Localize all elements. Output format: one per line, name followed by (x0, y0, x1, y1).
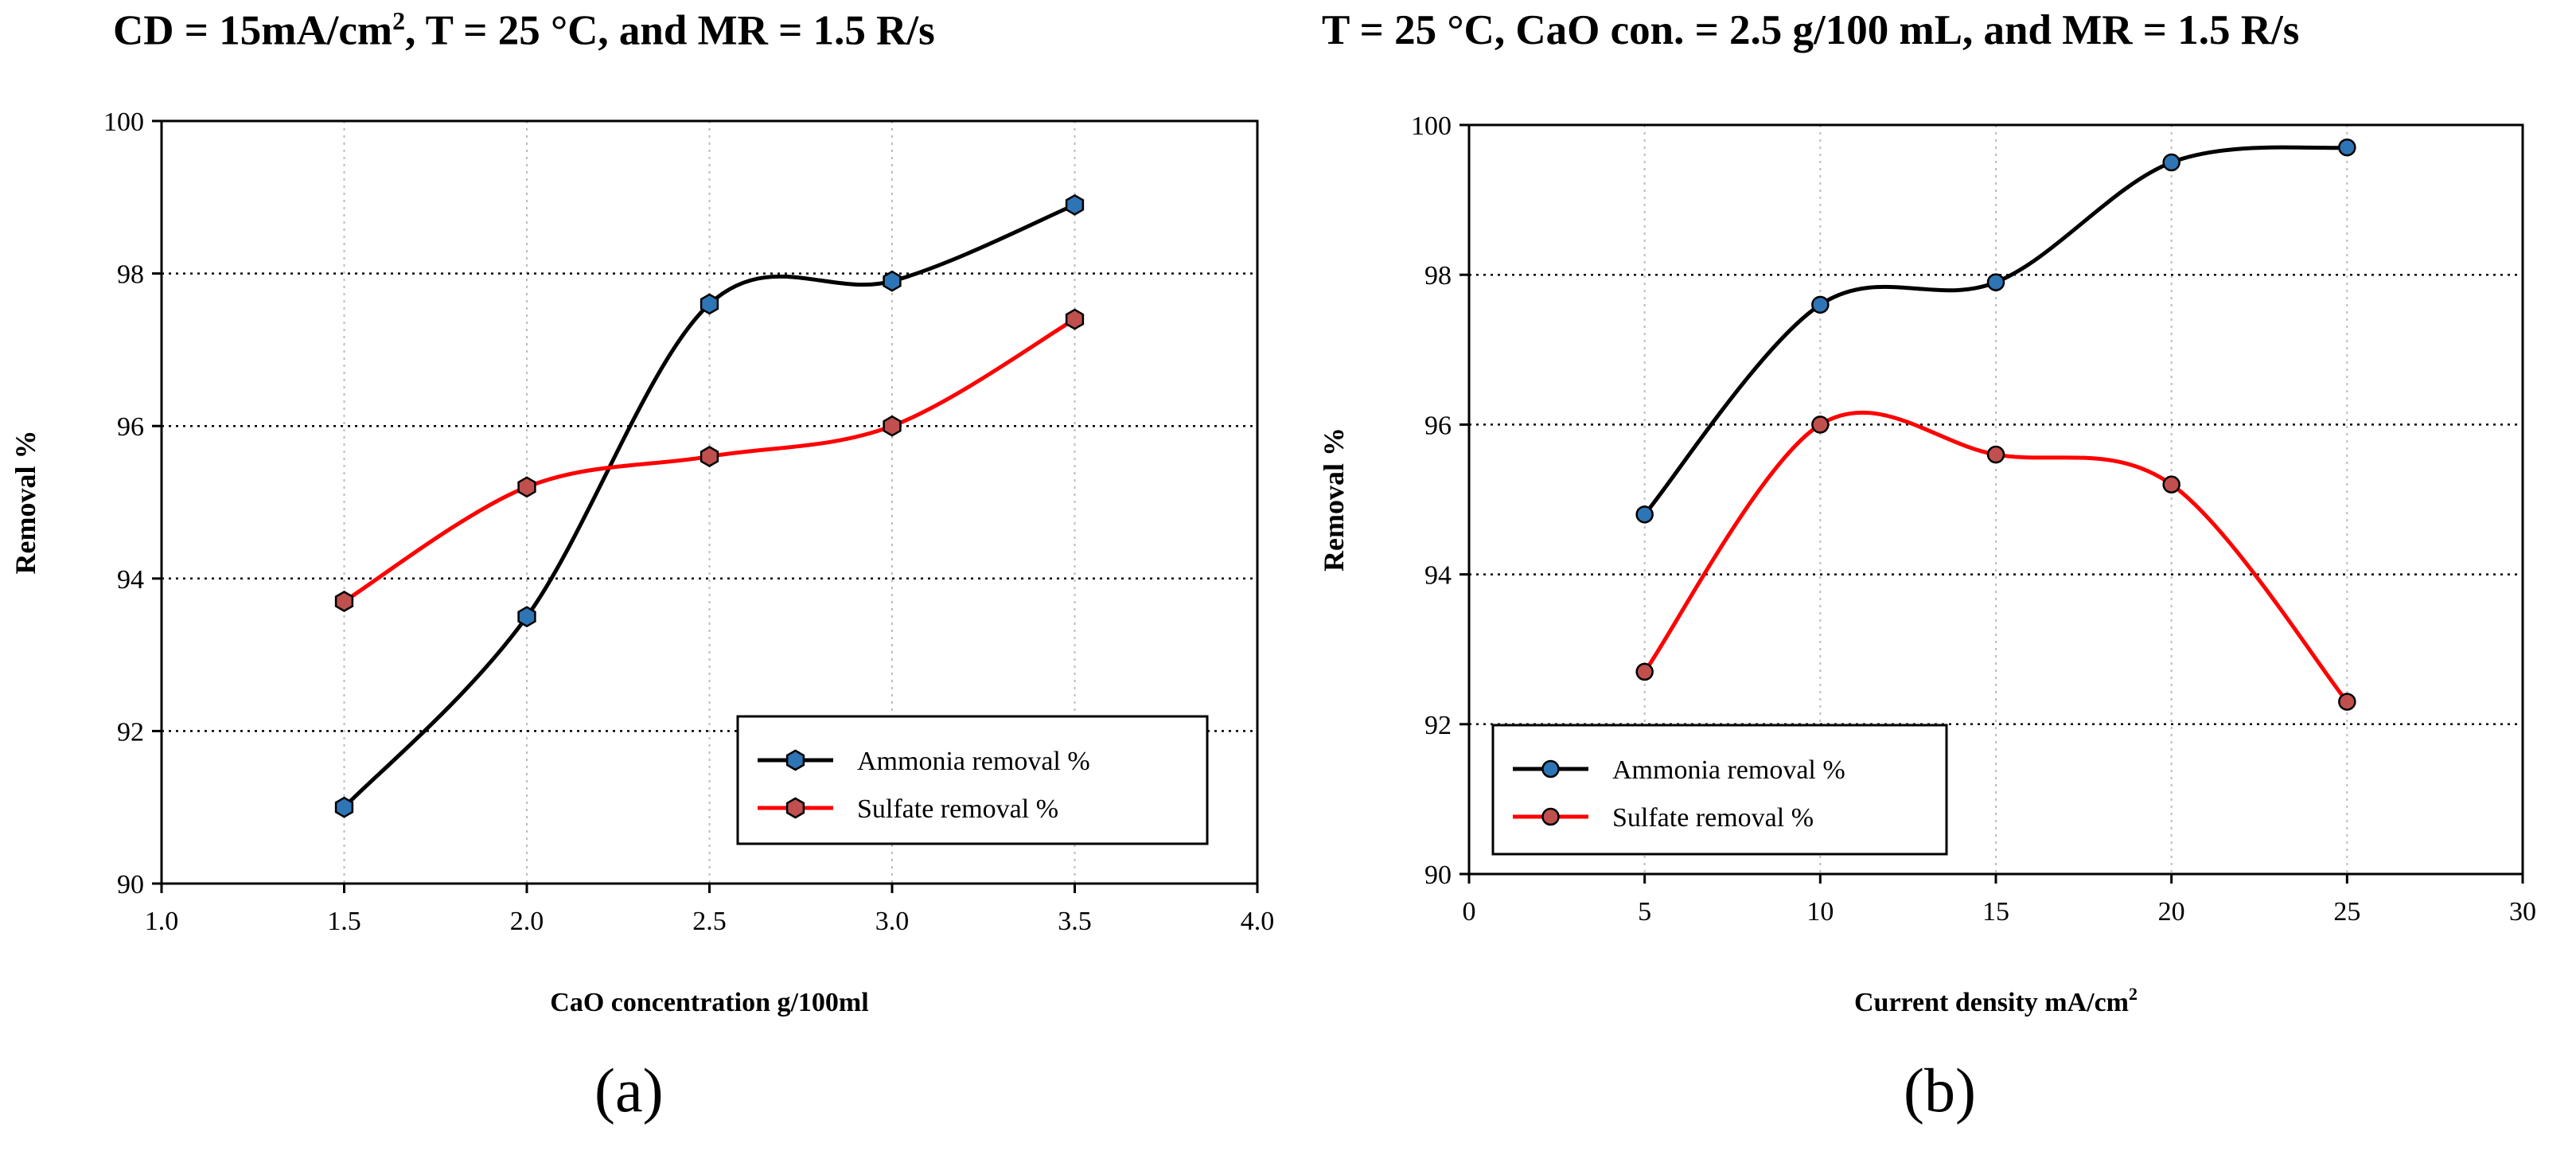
y-tick-label: 96 (117, 412, 144, 442)
x-tick-label: 3.5 (1058, 907, 1092, 936)
x-axis-label: CaO concentration g/100ml (550, 988, 868, 1017)
data-point (1986, 273, 2005, 291)
x-tick-label: 0 (1463, 897, 1476, 927)
y-tick-label: 98 (1424, 261, 1452, 291)
legend-a: Ammonia removal % Sulfate removal % (736, 715, 1209, 845)
data-point (1811, 295, 1830, 314)
legend-marker (785, 749, 805, 771)
y-tick-label: 96 (1424, 411, 1452, 440)
y-tick-label: 90 (1424, 860, 1452, 890)
chart-title-a: CD = 15mA/cm2, T = 25 °C, and MR = 1.5 R… (113, 6, 935, 54)
x-tick-label: 4.0 (1241, 907, 1275, 936)
panel-label-a: (a) (594, 1055, 664, 1125)
legend-box (1491, 724, 1948, 856)
legend-marker (1541, 807, 1560, 826)
y-tick-label: 92 (117, 717, 144, 747)
legend-box (736, 715, 1209, 845)
series-a-sulfate (334, 308, 1085, 612)
x-tick-label: 5 (1638, 897, 1651, 927)
chart-panel-a: CD = 15mA/cm2, T = 25 °C, and MR = 1.5 R… (10, 6, 1275, 1125)
y-tick-label: 98 (117, 260, 144, 290)
x-axis-label: Current density mA/cm2 (1854, 984, 2138, 1017)
y-tick-label: 100 (103, 107, 144, 137)
data-point (700, 293, 719, 315)
chart-plot-a: 1.0 1.5 2.0 2.5 3.0 3.5 4.0 90 92 94 96 98 100 CaO co… (10, 107, 1275, 1017)
chart-panel-b: T = 25 °C, CaO con. = 2.5 g/100 mL, and … (1288, 0, 2576, 1155)
x-tick-label: 1.5 (327, 907, 361, 936)
data-point (334, 796, 354, 818)
legend-label: Ammonia removal % (1612, 755, 1845, 785)
data-point (2162, 153, 2180, 172)
y-tick-label: 100 (1411, 111, 1452, 141)
legend-label: Ammonia removal % (857, 747, 1090, 776)
series-line (342, 203, 1076, 809)
data-point (1635, 505, 1654, 524)
chart-title-b: T = 25 °C, CaO con. = 2.5 g/100 mL, and … (1322, 7, 2300, 53)
x-tick-label: 15 (1982, 897, 2009, 927)
y-tick-label: 92 (1424, 711, 1452, 740)
y-axis-label: Removal % (1318, 427, 1350, 572)
data-point (1065, 308, 1085, 330)
data-point (1986, 445, 2005, 464)
data-point (1065, 193, 1085, 216)
data-point (883, 415, 902, 437)
x-axis-label-superscript: 2 (2129, 984, 2138, 1004)
x-tick-label: 3.0 (875, 907, 910, 936)
series-b-sulfate (1635, 410, 2356, 711)
data-point (1811, 416, 1830, 434)
legend-marker (785, 797, 805, 819)
data-point (2338, 138, 2356, 157)
data-point (2338, 693, 2356, 711)
chart-plot-b: 0 5 10 15 20 25 30 90 92 94 96 98 100 Current density… (1318, 111, 2536, 1017)
x-tick-label: 10 (1806, 897, 1834, 927)
x-tick-label: 25 (2333, 897, 2360, 927)
x-tick-label: 1.0 (145, 907, 179, 936)
data-point (2162, 475, 2180, 494)
data-point (1635, 662, 1654, 681)
y-tick-label: 94 (117, 565, 144, 595)
series-a-ammonia (334, 193, 1085, 818)
y-tick-label: 90 (117, 870, 144, 899)
y-axis-label: Removal % (10, 431, 41, 575)
data-point (517, 606, 536, 628)
x-tick-label: 2.0 (510, 907, 544, 936)
data-point (517, 476, 536, 498)
x-tick-label: 20 (2158, 897, 2185, 927)
x-tick-label: 30 (2509, 897, 2536, 927)
legend-marker (1541, 759, 1560, 778)
series-b-ammonia (1635, 138, 2356, 524)
x-tick-label: 2.5 (692, 907, 727, 936)
legend-b: Ammonia removal % Sulfate removal % (1491, 724, 1948, 856)
legend-label: Sulfate removal % (1612, 803, 1814, 833)
legend-label: Sulfate removal % (857, 794, 1058, 824)
data-point (700, 446, 719, 467)
y-tick-label: 94 (1424, 561, 1452, 591)
panel-label-b: (b) (1904, 1055, 1976, 1125)
data-point (334, 591, 354, 612)
data-point (883, 270, 902, 292)
